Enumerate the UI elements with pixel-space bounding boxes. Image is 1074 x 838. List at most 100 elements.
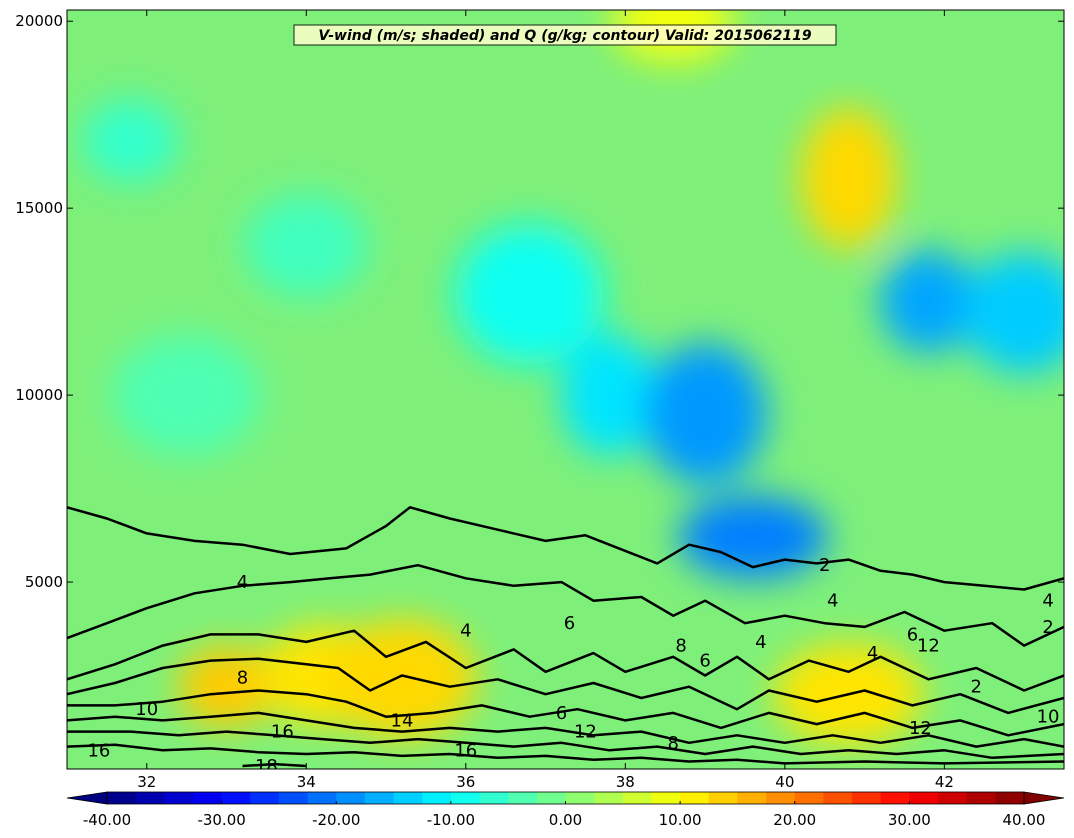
- contour-line-12: [67, 711, 1064, 748]
- colorbar-bin: [479, 792, 509, 804]
- shaded-blob: [244, 194, 368, 297]
- colorbar-bin: [680, 792, 710, 804]
- contour-label: 2: [819, 555, 830, 576]
- colorbar-bin: [250, 792, 280, 804]
- contour-label: 18: [255, 756, 278, 777]
- y-tick-label: 20000: [15, 12, 63, 30]
- colorbar-bin: [565, 792, 595, 804]
- colorbar-bin: [393, 792, 423, 804]
- x-tick-label: 40: [775, 773, 794, 791]
- contour-label: 12: [574, 722, 597, 743]
- colorbar-bin: [307, 792, 337, 804]
- colorbar-tick-label: 30.00: [888, 811, 931, 829]
- shaded-blob: [678, 495, 828, 579]
- colorbar-bin: [622, 792, 653, 804]
- y-tick-label: 15000: [15, 199, 63, 217]
- shaded-blob: [178, 645, 275, 729]
- contour-label: 4: [867, 643, 878, 664]
- contour-label: 4: [237, 572, 248, 593]
- colorbar-tick-label: 20.00: [773, 811, 816, 829]
- contour-label: 12: [917, 636, 940, 657]
- contour-label: 2: [1042, 617, 1053, 638]
- colorbar-bin: [880, 792, 910, 804]
- colorbar-extend-high: [1023, 791, 1065, 805]
- contour-label: 4: [1042, 591, 1053, 612]
- shaded-blob: [962, 252, 1064, 374]
- colorbar-bin: [823, 792, 853, 804]
- colorbar-bin: [221, 792, 251, 804]
- colorbar-bin: [422, 792, 452, 804]
- contour-label: 8: [675, 636, 686, 657]
- contour-label: 16: [271, 722, 294, 743]
- contour-lines: [67, 506, 1064, 768]
- colorbar-bin: [508, 792, 538, 804]
- contour-label: 12: [909, 718, 932, 739]
- colorbar-bin: [938, 792, 968, 804]
- x-axis: 32 34 36 38 40 42: [137, 10, 954, 791]
- contour-label: 4: [755, 632, 766, 653]
- colorbar-bin: [708, 792, 739, 804]
- colorbar-tick-label: -40.00: [83, 811, 131, 829]
- contour-label: 8: [237, 667, 248, 688]
- colorbar-bin: [966, 792, 996, 804]
- contour-line-2: [67, 506, 1064, 591]
- contour-label: 6: [699, 651, 710, 672]
- shaded-blob: [111, 334, 262, 456]
- shaded-blob: [643, 343, 767, 485]
- contour-label: 14: [391, 710, 414, 731]
- colorbar-bin: [536, 792, 567, 804]
- colorbar-bin: [192, 792, 223, 804]
- shaded-blob: [800, 107, 898, 249]
- contour-label: 6: [556, 703, 567, 724]
- contour-label: 8: [667, 733, 678, 754]
- colorbar-bin: [909, 792, 939, 804]
- x-tick-label: 36: [456, 773, 475, 791]
- colorbar-tick-label: -10.00: [427, 811, 475, 829]
- colorbar-bin: [651, 792, 681, 804]
- chart-title-box: V-wind (m/s; shaded) and Q (g/kg; contou…: [293, 24, 837, 46]
- colorbar-bin: [766, 792, 796, 804]
- colorbar-bin: [995, 792, 1025, 804]
- colorbar: -40.00 -30.00 -20.00 -10.00 0.00 10.00 20.00 30…: [66, 791, 1065, 829]
- colorbar-tick-label: 40.00: [1003, 811, 1046, 829]
- contour-line-18: [242, 762, 307, 768]
- colorbar-bin: [107, 792, 137, 804]
- colorbar-extend-low: [66, 791, 108, 805]
- colorbar-tick-label: -30.00: [197, 811, 245, 829]
- x-tick-label: 32: [137, 773, 156, 791]
- colorbar-bin: [594, 792, 624, 804]
- x-tick-label: 34: [297, 773, 316, 791]
- shaded-blob: [880, 250, 977, 353]
- colorbar-tick-label: -20.00: [312, 811, 360, 829]
- shaded-blob: [560, 334, 658, 456]
- contour-label: 16: [454, 740, 477, 761]
- contour-label: 10: [135, 699, 158, 720]
- contour-label: 10: [1037, 707, 1060, 728]
- y-tick-label: 10000: [15, 386, 63, 404]
- colorbar-bin: [278, 792, 309, 804]
- shaded-blob: [82, 99, 180, 183]
- chart-title: V-wind (m/s; shaded) and Q (g/kg; contou…: [318, 28, 811, 44]
- colorbar-bin: [364, 792, 395, 804]
- contour-label: 16: [87, 740, 110, 761]
- y-axis: 5000 10000 15000 20000: [15, 12, 1064, 591]
- x-tick-label: 38: [616, 773, 635, 791]
- shaded-blob: [454, 223, 605, 365]
- colorbar-tick-label: 0.00: [549, 811, 582, 829]
- colorbar-bin: [336, 792, 366, 804]
- colorbar-bin: [852, 792, 882, 804]
- shaded-field: [82, 10, 1064, 746]
- contour-line-8: [67, 657, 1064, 715]
- contour-line-6: [67, 629, 1064, 692]
- y-tick-label: 5000: [25, 573, 63, 591]
- plot-frame: [66, 9, 1065, 770]
- colorbar-bin: [164, 792, 194, 804]
- colorbar-bin: [135, 792, 165, 804]
- contour-label: 6: [564, 613, 575, 634]
- colorbar-bin: [794, 792, 825, 804]
- contour-line-4: [67, 563, 1064, 647]
- contour-label: 2: [971, 677, 982, 698]
